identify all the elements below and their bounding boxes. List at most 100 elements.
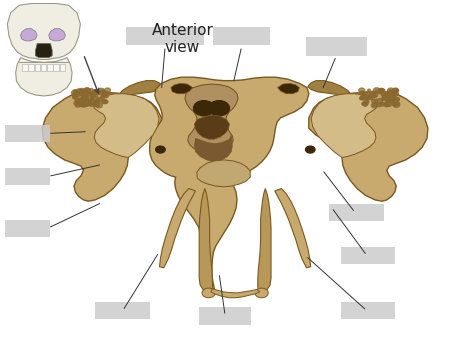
Circle shape — [386, 91, 390, 94]
Bar — [22, 64, 27, 71]
Polygon shape — [49, 29, 65, 41]
Polygon shape — [185, 84, 238, 153]
Circle shape — [83, 88, 90, 92]
Circle shape — [79, 93, 83, 95]
Circle shape — [387, 95, 392, 98]
FancyBboxPatch shape — [5, 125, 50, 142]
Circle shape — [87, 99, 92, 103]
Circle shape — [369, 98, 373, 100]
Circle shape — [209, 101, 229, 116]
Circle shape — [107, 92, 111, 94]
Circle shape — [372, 94, 377, 97]
Circle shape — [372, 102, 377, 106]
Circle shape — [91, 98, 94, 100]
Circle shape — [385, 103, 388, 106]
Circle shape — [370, 95, 373, 97]
Circle shape — [83, 92, 88, 95]
Circle shape — [393, 89, 398, 92]
Circle shape — [385, 99, 389, 101]
Circle shape — [98, 88, 105, 93]
Circle shape — [96, 103, 102, 108]
Circle shape — [389, 100, 392, 102]
Circle shape — [363, 102, 368, 106]
Circle shape — [75, 103, 81, 107]
Circle shape — [362, 94, 365, 97]
Circle shape — [306, 146, 315, 153]
Polygon shape — [311, 94, 377, 157]
Circle shape — [363, 94, 366, 96]
Circle shape — [94, 90, 99, 93]
Circle shape — [371, 103, 378, 108]
Circle shape — [362, 103, 365, 105]
Circle shape — [75, 98, 82, 103]
Bar — [54, 64, 59, 71]
Circle shape — [388, 88, 394, 93]
Circle shape — [377, 91, 382, 94]
Circle shape — [102, 101, 105, 104]
Circle shape — [83, 102, 90, 106]
Circle shape — [392, 99, 395, 101]
Bar — [35, 64, 40, 71]
Circle shape — [83, 102, 89, 106]
Polygon shape — [42, 92, 161, 201]
Circle shape — [73, 90, 79, 94]
Circle shape — [388, 90, 394, 95]
Bar — [28, 64, 34, 71]
Circle shape — [95, 96, 98, 98]
Circle shape — [90, 98, 94, 100]
Circle shape — [385, 102, 392, 107]
Circle shape — [82, 102, 88, 106]
Circle shape — [365, 97, 369, 100]
Circle shape — [72, 91, 77, 94]
Circle shape — [193, 101, 214, 116]
Polygon shape — [119, 81, 162, 97]
Circle shape — [390, 99, 394, 103]
Circle shape — [78, 90, 83, 93]
Circle shape — [101, 93, 107, 97]
Circle shape — [379, 89, 384, 93]
Circle shape — [91, 95, 94, 97]
Circle shape — [388, 93, 393, 97]
Circle shape — [77, 92, 81, 94]
Circle shape — [87, 102, 92, 106]
Polygon shape — [171, 83, 192, 94]
Circle shape — [81, 96, 85, 99]
Circle shape — [383, 93, 390, 98]
Polygon shape — [21, 29, 37, 41]
Circle shape — [90, 89, 93, 91]
Circle shape — [96, 92, 100, 95]
Circle shape — [388, 92, 392, 94]
Circle shape — [383, 102, 390, 107]
Circle shape — [370, 93, 376, 97]
Circle shape — [360, 97, 365, 100]
Circle shape — [392, 96, 397, 99]
Circle shape — [364, 104, 366, 106]
FancyBboxPatch shape — [306, 37, 367, 56]
FancyBboxPatch shape — [126, 27, 204, 45]
Circle shape — [363, 95, 368, 99]
Circle shape — [100, 90, 105, 93]
Circle shape — [390, 97, 395, 101]
Circle shape — [385, 98, 388, 100]
FancyBboxPatch shape — [213, 27, 270, 45]
Circle shape — [102, 100, 108, 103]
Polygon shape — [16, 58, 72, 96]
Polygon shape — [258, 189, 271, 293]
Circle shape — [73, 94, 77, 97]
Circle shape — [90, 95, 94, 98]
Polygon shape — [199, 189, 212, 293]
Circle shape — [381, 92, 388, 97]
Circle shape — [364, 100, 369, 103]
Text: Anterior
view: Anterior view — [152, 23, 214, 55]
Polygon shape — [159, 189, 195, 268]
Circle shape — [103, 91, 108, 95]
Circle shape — [84, 88, 90, 92]
Circle shape — [74, 101, 80, 106]
Circle shape — [83, 92, 90, 96]
Circle shape — [94, 104, 97, 107]
Circle shape — [82, 95, 88, 100]
Circle shape — [88, 92, 92, 94]
Circle shape — [390, 93, 395, 96]
Circle shape — [78, 99, 83, 103]
Circle shape — [392, 102, 397, 106]
